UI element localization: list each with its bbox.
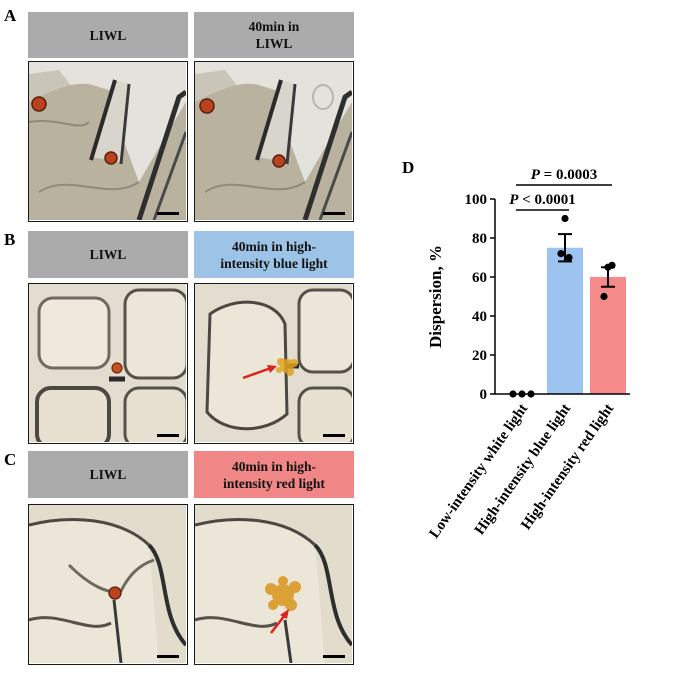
y-tick-label: 60 — [472, 270, 487, 286]
panel-a-right-header: 40min in LIWL — [194, 12, 354, 58]
panel-a-left-header: LIWL — [28, 12, 188, 58]
bar-2 — [547, 247, 583, 394]
panel-b-left-header: LIWL — [28, 231, 188, 278]
panel-a-right-header-line-2: LIWL — [255, 36, 293, 51]
panel-a-right-header-line-1: 40min in — [248, 19, 300, 34]
panel-c-right-header: 40min in high- intensity red light — [194, 451, 354, 498]
bar-3 — [590, 277, 626, 394]
data-point — [604, 263, 612, 271]
panel-c-left-header: LIWL — [28, 451, 188, 498]
panel-b-right-micrograph — [194, 283, 354, 444]
p-symbol: P — [531, 167, 541, 183]
y-axis-label: Dispersion, % — [426, 245, 445, 348]
panel-a-right-micrograph — [194, 61, 354, 222]
data-point — [600, 292, 608, 301]
data-point — [561, 214, 569, 223]
y-tick-label: 40 — [472, 309, 487, 325]
y-tick-label: 80 — [472, 231, 487, 247]
significance-label: P = 0.0003 — [531, 167, 597, 183]
panel-b-right-header: 40min in high- intensity blue light — [194, 231, 354, 278]
panel-c-right-micrograph — [194, 504, 354, 665]
data-point — [557, 250, 565, 258]
panel-c-left-micrograph — [28, 504, 188, 665]
panel-letter-d: D — [402, 158, 415, 177]
data-point — [565, 253, 573, 262]
data-point — [527, 390, 535, 398]
panel-a-left-micrograph — [28, 61, 188, 222]
panel-c-right-header-line-2: intensity red light — [223, 475, 325, 491]
data-point — [518, 390, 526, 398]
panel-b-left-micrograph — [28, 283, 188, 444]
significance-label: P < 0.0001 — [509, 192, 575, 208]
y-tick-label: 20 — [472, 348, 487, 364]
panel-c-right-header-line-1: 40min in high- — [231, 458, 317, 474]
panel-letter-a: A — [4, 6, 17, 25]
p-value: = 0.0003 — [540, 167, 597, 183]
p-value: < 0.0001 — [518, 192, 575, 208]
panel-b-right-header-line-2: intensity blue light — [220, 255, 328, 271]
y-tick-label: 100 — [465, 192, 488, 208]
data-point — [509, 390, 517, 398]
panel-letter-c: C — [4, 450, 17, 469]
p-symbol: P — [509, 192, 519, 208]
panel-letter-b: B — [4, 230, 16, 249]
panel-b-right-header-line-1: 40min in high- — [231, 238, 317, 254]
y-tick-label: 0 — [480, 387, 488, 403]
